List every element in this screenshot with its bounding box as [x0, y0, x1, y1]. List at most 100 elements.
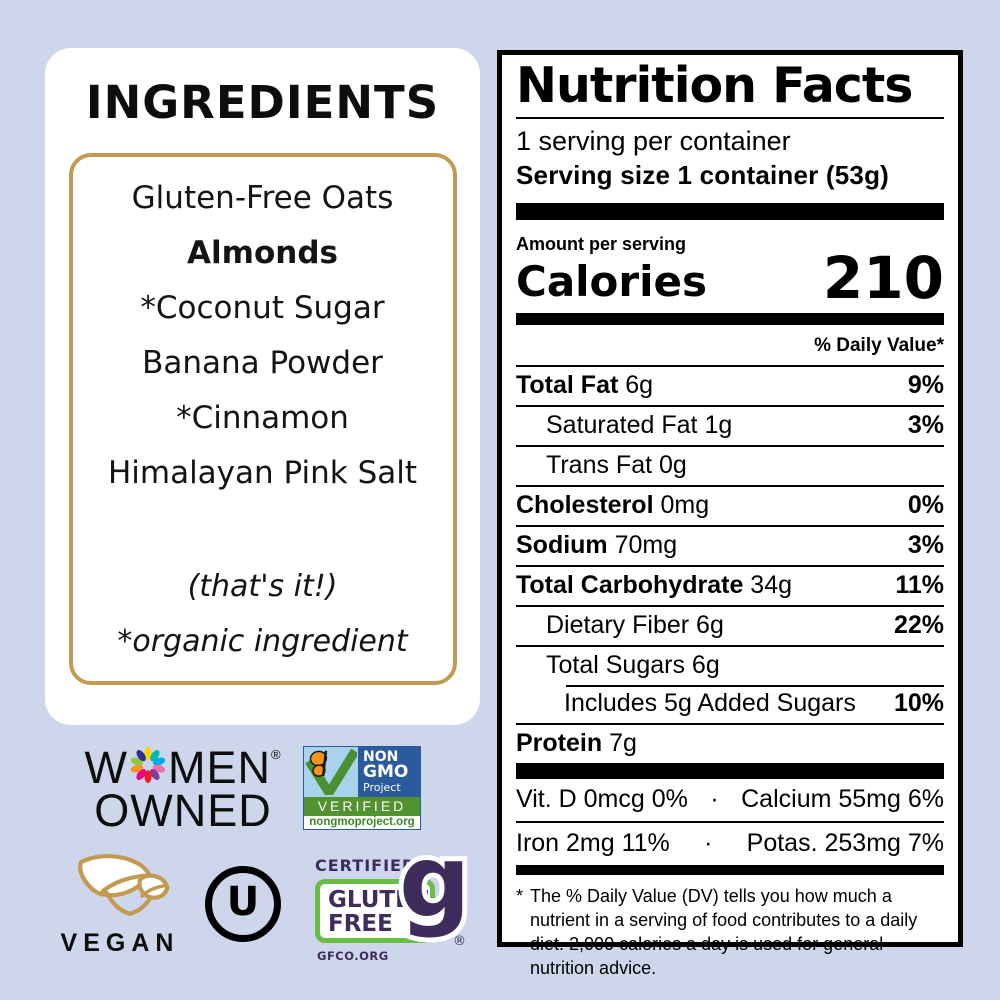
- calories-label: Calories: [516, 256, 708, 306]
- ingredient-item: Almonds: [187, 235, 338, 271]
- nutrient-dv: 11%: [895, 571, 944, 600]
- nutrient-name: Total Fat: [516, 371, 619, 400]
- gluten-free-g-halo: g: [394, 823, 476, 940]
- nutrient-amount: 0mg: [660, 491, 710, 520]
- women-owned-w: W: [84, 742, 128, 793]
- gluten-free-certified-label: CERTIFIED: [315, 856, 417, 875]
- ingredient-item: *Cinnamon: [176, 400, 349, 436]
- nutrient-row-saturated-fat: Saturated Fat 1g 3%: [516, 404, 944, 445]
- ingredient-item: Gluten-Free Oats: [131, 180, 394, 216]
- women-owned-men: MEN: [167, 742, 271, 793]
- dot-separator: ·: [710, 785, 719, 814]
- vegan-badge: VEGAN: [60, 852, 180, 958]
- registered-mark: ®: [270, 747, 282, 762]
- ingredients-list-box: Gluten-Free Oats Almonds *Coconut Sugar …: [68, 153, 457, 685]
- micro-right: Calcium 55mg 6%: [741, 785, 944, 814]
- nutrient-row-total-fat: Total Fat 6g 9%: [516, 364, 944, 405]
- calories-row: Calories 210: [516, 249, 944, 306]
- nutrient-name: Saturated Fat: [546, 411, 698, 440]
- non-gmo-word-project: Project: [363, 781, 401, 794]
- micro-right: Potas. 253mg 7%: [746, 829, 944, 858]
- ingredient-item: Himalayan Pink Salt: [107, 455, 418, 491]
- gluten-free-word-free: FREE: [328, 911, 393, 937]
- non-gmo-text-block: NON GMO Project: [358, 747, 420, 797]
- nutrient-amount: 6g: [691, 651, 720, 680]
- gluten-free-word-gluten: GLUTEN: [328, 887, 431, 913]
- nutrient-amount: 1g: [704, 411, 733, 440]
- nutrient-amount: 0g: [659, 451, 687, 480]
- non-gmo-top: NON GMO Project: [304, 747, 420, 797]
- gluten-free-box: GLUTEN FREE: [315, 879, 435, 943]
- flower-icon: [129, 746, 167, 790]
- nutrient-row-protein: Protein 7g: [516, 722, 944, 763]
- nutrient-row-total-carbohydrate: Total Carbohydrate 34g 11%: [516, 564, 944, 605]
- nutrient-amount: 34g: [750, 571, 793, 600]
- nutrient-dv: 3%: [907, 531, 944, 560]
- non-gmo-verified-band: VERIFIED: [304, 797, 420, 816]
- non-gmo-word-gmo: GMO: [363, 762, 409, 782]
- registered-mark: ®: [453, 934, 466, 949]
- thick-divider-bar: [516, 762, 944, 779]
- women-owned-line1: W MEN ®: [84, 742, 280, 793]
- servings-per-container: 1 serving per container: [516, 126, 791, 156]
- ingredients-panel: INGREDIENTS Gluten-Free Oats Almonds *Co…: [45, 48, 480, 725]
- nutrient-dv: 3%: [907, 411, 944, 440]
- kosher-u-letter: U: [226, 879, 260, 925]
- small-divider-bar: [516, 864, 944, 875]
- non-gmo-word-non: NON: [363, 749, 399, 765]
- daily-value-footnote: * The % Daily Value (DV) tells you how m…: [516, 884, 944, 980]
- nutrient-amount: 70mg: [614, 531, 678, 560]
- gluten-free-g-icon: g: [399, 823, 471, 940]
- vegan-leaves-icon: [60, 852, 180, 923]
- micro-row-iron-potassium: Iron 2mg 11% · Potas. 253mg 7%: [516, 820, 944, 865]
- nutrient-dv: 22%: [893, 611, 944, 640]
- nutrient-name: Dietary Fiber: [546, 611, 690, 640]
- nutrient-row-sodium: Sodium 70mg 3%: [516, 524, 944, 565]
- ingredient-item: Banana Powder: [142, 345, 383, 381]
- nutrient-row-added-sugars: Includes 5g Added Sugars 10%: [516, 684, 944, 723]
- nutrient-name: Cholesterol: [516, 491, 654, 520]
- footnote-text: The % Daily Value (DV) tells you how muc…: [530, 885, 918, 978]
- ingredient-item: *Coconut Sugar: [140, 290, 385, 326]
- nutrition-facts-title: Nutrition Facts: [516, 57, 913, 114]
- nutrient-name: Trans Fat: [546, 451, 653, 480]
- nutrient-dv: 0%: [907, 491, 944, 520]
- nutrient-amount: 7g: [609, 729, 637, 758]
- women-owned-line2: OWNED: [88, 785, 278, 836]
- thick-divider-bar: [516, 203, 944, 220]
- women-owned-badge: W MEN ® OWNED: [84, 742, 280, 836]
- nutrient-name: Protein: [516, 729, 603, 758]
- amount-per-serving-label: Amount per serving: [516, 234, 687, 254]
- micro-left: Vit. D 0mcg 0%: [516, 785, 688, 814]
- medium-divider-bar: [516, 312, 944, 325]
- micro-left: Iron 2mg 11%: [516, 829, 670, 858]
- non-gmo-project-badge: NON GMO Project VERIFIED nongmoproject.o…: [303, 746, 421, 830]
- non-gmo-butterfly-icon: [304, 747, 358, 797]
- footnote-star: *: [516, 885, 524, 906]
- nutrient-row-dietary-fiber: Dietary Fiber 6g 22%: [516, 604, 944, 645]
- daily-value-header: % Daily Value*: [814, 334, 944, 356]
- women-owned-owned: OWNED: [94, 785, 272, 836]
- vegan-label: VEGAN: [60, 929, 180, 957]
- nutrient-dv: 9%: [907, 371, 944, 400]
- ingredients-note-thats-it: (that's it!): [187, 569, 338, 604]
- nutrient-row-total-sugars: Total Sugars 6g: [516, 644, 944, 685]
- non-gmo-website: nongmoproject.org: [309, 816, 415, 828]
- ingredients-title: INGREDIENTS: [85, 76, 440, 129]
- nutrient-name: Total Carbohydrate: [516, 571, 744, 600]
- nutrient-name: Total Sugars: [546, 651, 685, 680]
- nutrient-dv: 10%: [893, 689, 944, 718]
- dot-separator: ·: [704, 829, 713, 858]
- nutrient-row-cholesterol: Cholesterol 0mg 0%: [516, 484, 944, 525]
- nutrient-amount: 6g: [625, 371, 654, 400]
- serving-size: Serving size 1 container (53g): [516, 160, 890, 190]
- nutrient-row-trans-fat: Trans Fat 0g: [516, 444, 944, 485]
- nutrient-name: Sodium: [516, 531, 608, 560]
- divider: [516, 117, 944, 119]
- ingredients-note-organic: *organic ingredient: [117, 624, 408, 659]
- nutrition-facts-panel: Nutrition Facts 1 serving per container …: [497, 50, 963, 978]
- gluten-free-badge: CERTIFIED GLUTEN FREE g g ® GFCO.ORG: [315, 827, 476, 966]
- nutrient-name: Includes 5g Added Sugars: [564, 689, 856, 718]
- micro-row-vitd-calcium: Vit. D 0mcg 0% · Calcium 55mg 6%: [516, 779, 944, 821]
- kosher-ou-badge: U: [205, 866, 281, 942]
